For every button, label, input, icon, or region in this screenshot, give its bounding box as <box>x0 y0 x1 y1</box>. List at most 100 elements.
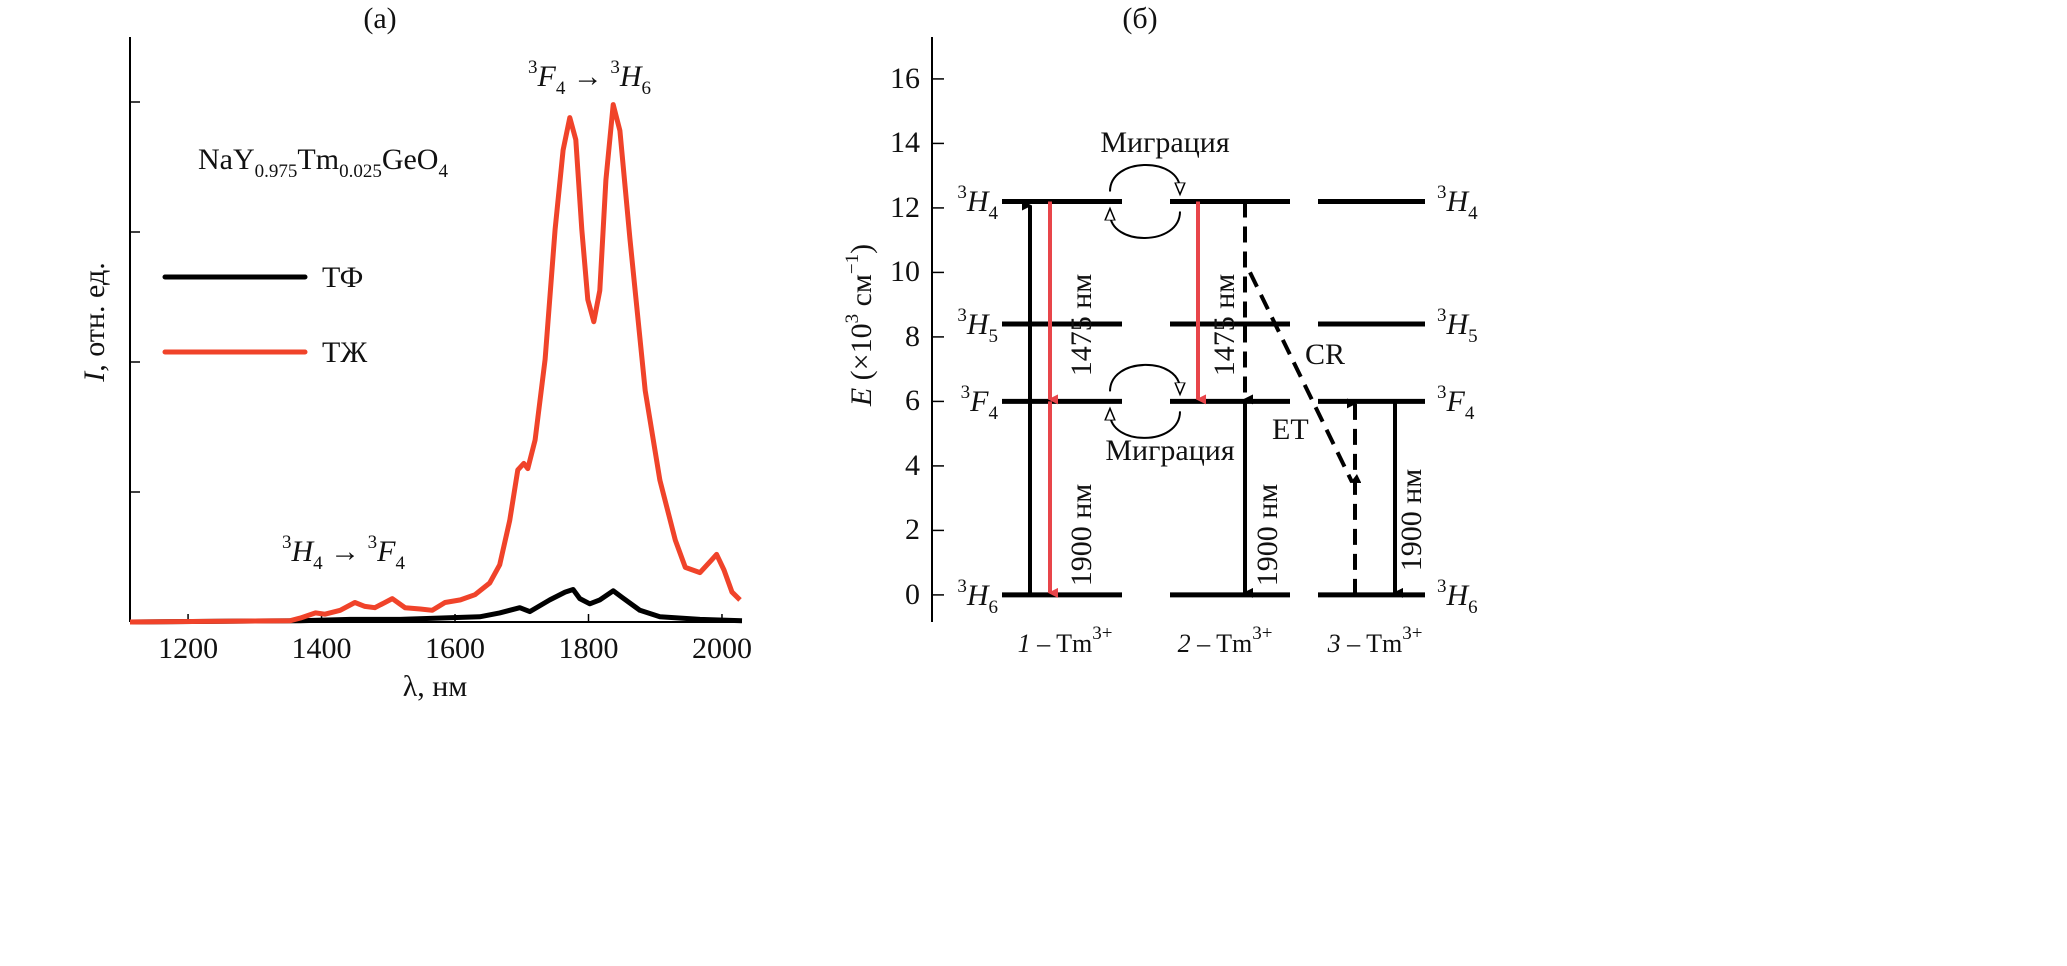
energy-tick-label: 6 <box>905 384 920 418</box>
term: H <box>1446 578 1469 612</box>
energy-tick-label: 14 <box>890 126 920 160</box>
x-tick-label: 1200 <box>158 632 219 665</box>
y-axis-label: I, отн. ед. <box>78 262 111 382</box>
ion-label: 1 – Tm3+ <box>1018 624 1113 657</box>
term: H <box>619 60 642 93</box>
panel-b-label: (б) <box>1122 2 1158 35</box>
migration-arrow-bottom-upper <box>1109 363 1180 392</box>
et-label: ET <box>1272 413 1309 446</box>
x-tick-label: 2000 <box>691 632 752 665</box>
label-1900nm-ion2: 1900 нм <box>1251 483 1284 587</box>
energy-tick-label: 8 <box>905 319 920 353</box>
sub: 4 <box>555 78 566 99</box>
sub: 5 <box>988 326 999 348</box>
ion-number: 1 <box>1017 629 1031 658</box>
sup: 3 <box>1437 382 1447 404</box>
term: F <box>1446 385 1465 419</box>
term: H <box>1446 308 1469 342</box>
arrow: → <box>330 535 361 568</box>
sup: 3 <box>957 182 967 204</box>
label-1475nm-ion1: 1475 нм <box>1065 273 1098 377</box>
sub: 6 <box>988 596 999 618</box>
level-label-right: 3H4 <box>1437 183 1478 223</box>
term: H <box>291 535 314 568</box>
ylabel-part: (×10 <box>845 323 878 388</box>
sup: 3 <box>1437 182 1447 204</box>
label-1900nm-ion1: 1900 нм <box>1065 483 1098 587</box>
sub: 4 <box>1468 203 1478 225</box>
term: H <box>966 578 989 612</box>
formula-part: NaY <box>198 143 255 176</box>
sub: 0.975 <box>254 161 298 182</box>
energy-tick-label: 16 <box>890 61 920 95</box>
formula-part: GeO <box>381 143 439 176</box>
term: F <box>537 60 556 93</box>
sub: 0.025 <box>339 161 382 182</box>
arrow: → <box>572 60 603 93</box>
compound-formula: NaY0.975Tm0.025GeO4 <box>198 143 448 182</box>
ylabel-symbol: E <box>845 387 878 407</box>
x-tick-label: 1400 <box>291 632 352 665</box>
term: H <box>966 308 989 342</box>
ion-label: 2 – Tm3+ <box>1178 624 1273 657</box>
sup: 3 <box>528 57 538 78</box>
ylabel-part: ) <box>845 243 878 254</box>
migration-arrow-bottom-lower <box>1110 411 1181 439</box>
level-label-left: 3F4 <box>961 383 998 423</box>
x-tick-label: 1600 <box>425 632 486 665</box>
term: F <box>970 385 989 419</box>
energy-tick-label: 0 <box>905 577 920 611</box>
x-axis-label: λ, нм <box>402 670 468 703</box>
ion-name: – Tm <box>1190 629 1253 658</box>
cr-label: CR <box>1305 338 1346 371</box>
level-label-left: 3H4 <box>957 183 998 223</box>
sup: 3 <box>842 313 863 324</box>
energy-tick-label: 10 <box>890 255 920 289</box>
sup: 3+ <box>1402 623 1423 644</box>
cross-relaxation-arrow <box>1248 271 1362 484</box>
panel-a-label: (а) <box>363 2 397 35</box>
sub: 4 <box>988 403 999 425</box>
series-line-tzh <box>129 102 742 625</box>
label-1900nm-ion3: 1900 нм <box>1395 468 1428 572</box>
ion-name: – Tm <box>1030 629 1093 658</box>
x-tick-label: 1800 <box>558 632 619 665</box>
level-label-left: 3H5 <box>957 306 998 346</box>
level-label-left: 3H6 <box>957 577 998 617</box>
formula-part: Tm <box>297 143 340 176</box>
energy-tick-label: 2 <box>905 513 920 547</box>
sup: 3 <box>282 532 292 553</box>
legend-label-tf: ТФ <box>322 261 364 294</box>
ion-label: 3 – Tm3+ <box>1328 624 1423 657</box>
migration-label-top: Миграция <box>1100 126 1230 159</box>
sup: 3 <box>960 382 971 404</box>
sub: 6 <box>641 78 652 99</box>
label-1475nm-ion2: 1475 нм <box>1208 273 1241 377</box>
ylabel-symbol: I <box>78 371 111 382</box>
sub: 6 <box>1468 596 1478 618</box>
term: H <box>966 185 989 219</box>
ion-number: 3 <box>1327 629 1341 658</box>
ion-number: 2 <box>1177 629 1191 658</box>
sub: 4 <box>988 203 999 225</box>
annotation-3f4-3h6: 3F4 → 3H6 <box>528 58 651 98</box>
sup: −1 <box>842 253 863 275</box>
sub: 5 <box>1468 326 1478 348</box>
annotation-3h4-3f4: 3H4 → 3F4 <box>282 533 405 573</box>
migration-label-bottom: Миграция <box>1105 434 1235 467</box>
energy-tick-label: 4 <box>905 448 920 482</box>
sup: 3+ <box>1092 623 1113 644</box>
sup: 3 <box>1437 305 1447 327</box>
sup: 3 <box>957 305 967 327</box>
level-label-right: 3H6 <box>1437 577 1478 617</box>
sub: 4 <box>1464 403 1475 425</box>
migration-arrow-top-lower <box>1110 211 1181 239</box>
energy-tick-label: 12 <box>890 190 920 224</box>
level-label-right: 3H5 <box>1437 306 1478 346</box>
sup: 3 <box>1437 575 1447 597</box>
sup: 3+ <box>1252 623 1273 644</box>
energy-axis-label: E (×103 см−1) <box>842 243 878 407</box>
legend-label-tzh: ТЖ <box>322 336 368 369</box>
ylabel-rest: , отн. ед. <box>78 262 111 372</box>
